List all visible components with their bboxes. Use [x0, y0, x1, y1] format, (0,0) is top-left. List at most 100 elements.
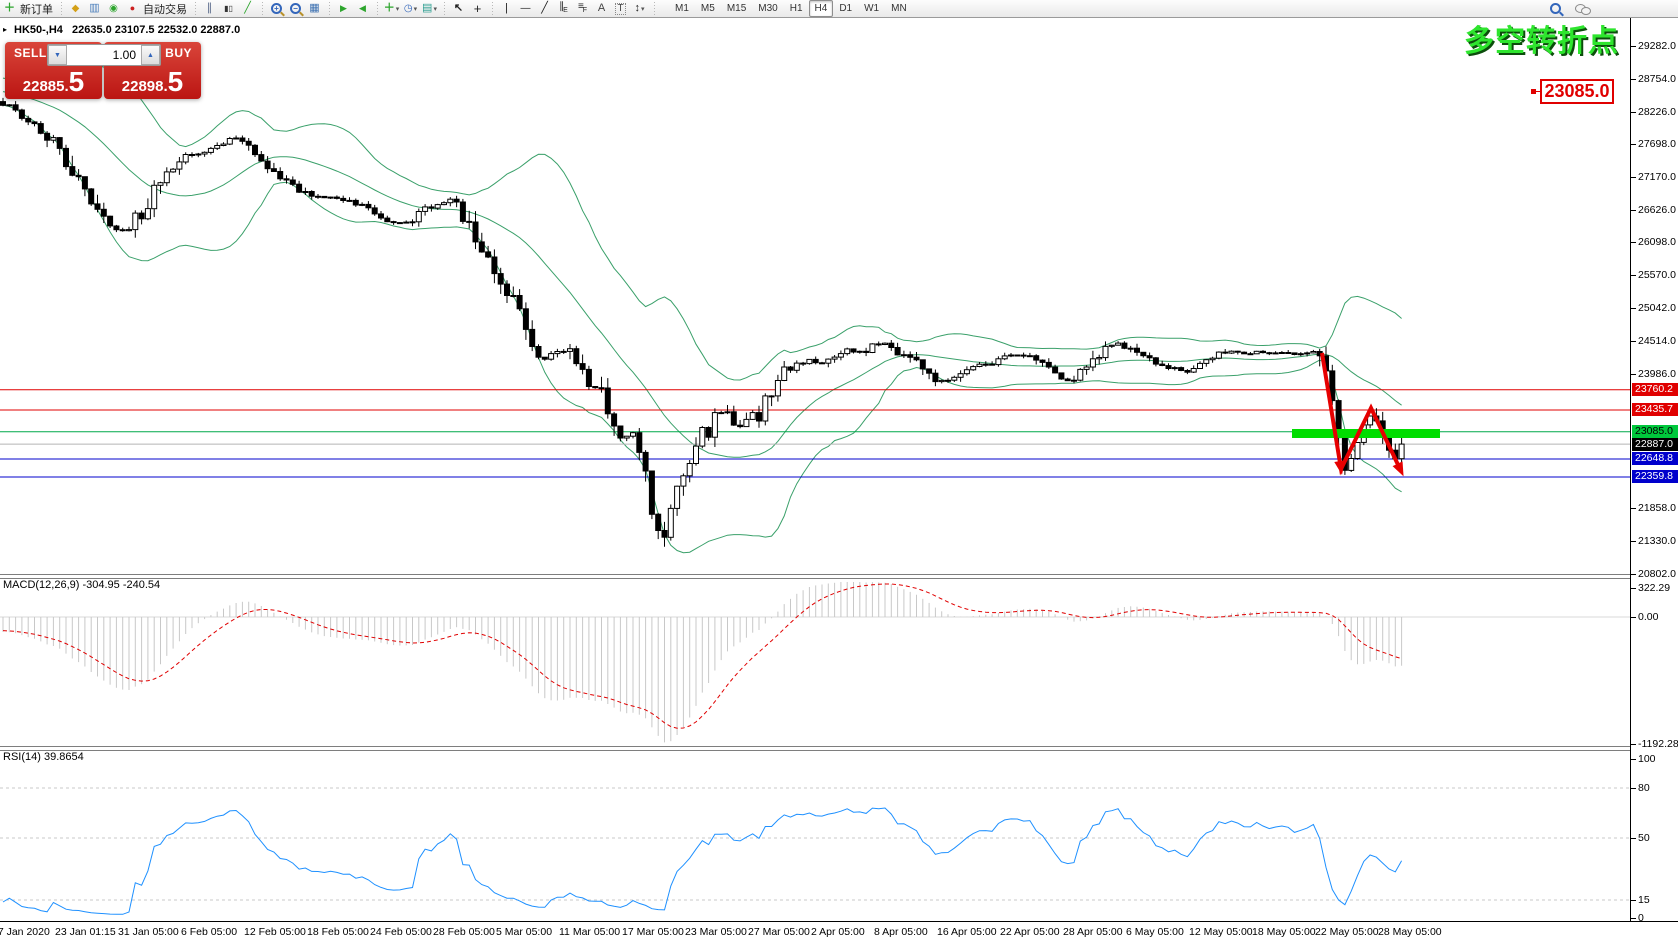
price-badge-22887.0: 22887.0	[1632, 438, 1678, 451]
new-order-button-label: 新订单	[20, 3, 53, 16]
support-zone-bar[interactable]	[1292, 429, 1440, 438]
panel-separator-macd[interactable]	[0, 574, 1630, 579]
macd-histogram	[2, 582, 1403, 743]
zoom-in-icon: +	[271, 3, 282, 14]
price-axis[interactable]: 29282.0 28754.0 28226.0 27698.0 27170.0 26626…	[1630, 18, 1678, 924]
panel-separator-rsi[interactable]	[0, 746, 1630, 751]
macd-label: MACD(12,26,9) -304.95 -240.54	[3, 579, 161, 591]
time-tick: 8 Apr 05:00	[874, 926, 928, 938]
price-box-anchor-handle[interactable]	[1531, 89, 1536, 94]
price-badge-23435.7: 23435.7	[1632, 403, 1678, 416]
zoom-out-icon: −	[290, 3, 301, 14]
autotrading-button[interactable]: ●	[124, 1, 141, 16]
fibonacci-button[interactable]: ≡F	[574, 1, 591, 16]
price-tick: 26626.0	[1631, 204, 1676, 216]
new-order-button[interactable]: ＋	[1, 1, 18, 16]
price-box-annotation[interactable]: 23085.0	[1540, 79, 1614, 104]
auto-scroll-icon: ▶	[340, 3, 347, 13]
clock-icon: ◷	[403, 3, 413, 14]
auto-scroll-button[interactable]: ▶	[335, 1, 352, 16]
vertical-line-button[interactable]: |	[498, 1, 515, 16]
volume-input[interactable]: 1.00	[112, 48, 136, 62]
vertical-line-icon: |	[505, 2, 508, 14]
label-button[interactable]: T	[612, 1, 629, 16]
price-tick: 29282.0	[1631, 40, 1676, 52]
chat-button[interactable]	[1574, 1, 1591, 16]
arrows-button[interactable]: ↕ ▾	[631, 1, 648, 16]
candlestick-icon: ▮▯	[224, 4, 233, 13]
time-tick: 5 Mar 05:00	[496, 926, 553, 938]
bollinger-bands	[2, 65, 1402, 554]
rsi-scale-tick: 80	[1631, 782, 1650, 794]
price-tick: 25570.0	[1631, 269, 1676, 281]
price-badge-23085.0: 23085.0	[1632, 425, 1678, 438]
rsi-scale-tick: 15	[1631, 894, 1650, 906]
horizontal-line-icon: —	[520, 3, 531, 14]
rsi-label: RSI(14) 39.8654	[3, 751, 84, 763]
price-box-connector	[1536, 91, 1541, 92]
toolbar-separator	[490, 2, 494, 15]
timeframe-m15[interactable]: M15	[726, 3, 747, 14]
timeframe-m5[interactable]: M5	[700, 3, 715, 14]
search-button[interactable]	[1547, 1, 1564, 16]
trendline-button[interactable]: ╱	[536, 1, 553, 16]
price-tick: 28226.0	[1631, 106, 1676, 118]
tile-windows-button[interactable]: ▦	[306, 1, 323, 16]
timeframe-w1[interactable]: W1	[864, 3, 880, 14]
toolbar-separator	[59, 2, 63, 15]
chevron-down-icon: ▾	[640, 5, 645, 13]
price-tick: 23986.0	[1631, 368, 1676, 380]
rsi-line	[2, 807, 1403, 915]
cursor-button[interactable]: ↖	[450, 1, 467, 16]
signals-button[interactable]: ◉	[105, 1, 122, 16]
channel-icon: ∥E	[559, 1, 568, 14]
macd-panel[interactable]	[0, 578, 1630, 745]
price-tick: 21858.0	[1631, 502, 1676, 514]
timeframe-h1[interactable]: H1	[789, 3, 803, 14]
arrowhead-icon	[1334, 460, 1346, 475]
price-badge-22359.8: 22359.8	[1632, 470, 1678, 483]
timeframe-h4[interactable]: H4	[808, 0, 834, 17]
collapse-icon[interactable]: ▸	[3, 25, 8, 34]
chat-bubbles-icon	[1574, 3, 1591, 15]
crosshair-button[interactable]: +	[469, 1, 486, 16]
market-watch-button[interactable]: ▥	[86, 1, 103, 16]
candlestick-chart-button[interactable]: ▮▯	[220, 1, 237, 16]
line-chart-button[interactable]: ╱	[239, 1, 256, 16]
metaeditor-button[interactable]: ◆	[67, 1, 84, 16]
main-chart[interactable]	[0, 18, 1630, 575]
bar-chart-button[interactable]: ∥	[201, 1, 218, 16]
channel-button[interactable]: ∥E	[555, 1, 572, 16]
timeframe-m1[interactable]: M1	[675, 3, 689, 14]
volume-increase-button[interactable]: ▲	[141, 45, 160, 65]
timeframe-m30[interactable]: M30	[758, 3, 778, 14]
price-tick: 26098.0	[1631, 236, 1676, 248]
toolbar-right-group	[1546, 1, 1592, 16]
time-tick: 16 Apr 05:00	[937, 926, 997, 938]
time-tick: 23 Jan 01:15	[55, 926, 116, 938]
indicators-button[interactable]: ＋ ▾	[383, 1, 400, 16]
timeframe-d1[interactable]: D1	[839, 3, 853, 14]
periods-button[interactable]: ◷ ▾	[402, 1, 419, 16]
chart-shift-button[interactable]: ◀	[354, 1, 371, 16]
turning-point-annotation[interactable]: 多空转折点	[1464, 25, 1619, 58]
zoom-out-button[interactable]: −	[287, 1, 304, 16]
zoom-in-button[interactable]: +	[268, 1, 285, 16]
volume-decrease-button[interactable]: ▼	[48, 45, 67, 65]
rsi-panel[interactable]	[0, 749, 1630, 921]
templates-button[interactable]: ▤ ▾	[421, 1, 438, 16]
chevron-down-icon: ▾	[413, 5, 418, 13]
one-click-trade-panel: SELL 22885.5 BUY 22898.5 ▼ 1.00 ▲	[5, 42, 201, 99]
search-icon	[1550, 3, 1561, 14]
horizontal-line-button[interactable]: —	[517, 1, 534, 16]
rsi-scale-tick: 100	[1631, 753, 1656, 765]
zigzag-arrow[interactable]	[1320, 352, 1404, 477]
time-tick: 17 Jan 2020	[0, 926, 50, 938]
toolbar-separator	[260, 2, 264, 15]
timeframe-mn[interactable]: MN	[891, 3, 907, 14]
template-icon: ▤	[422, 2, 433, 14]
text-button[interactable]: A	[593, 1, 610, 16]
time-tick: 12 Feb 05:00	[244, 926, 306, 938]
